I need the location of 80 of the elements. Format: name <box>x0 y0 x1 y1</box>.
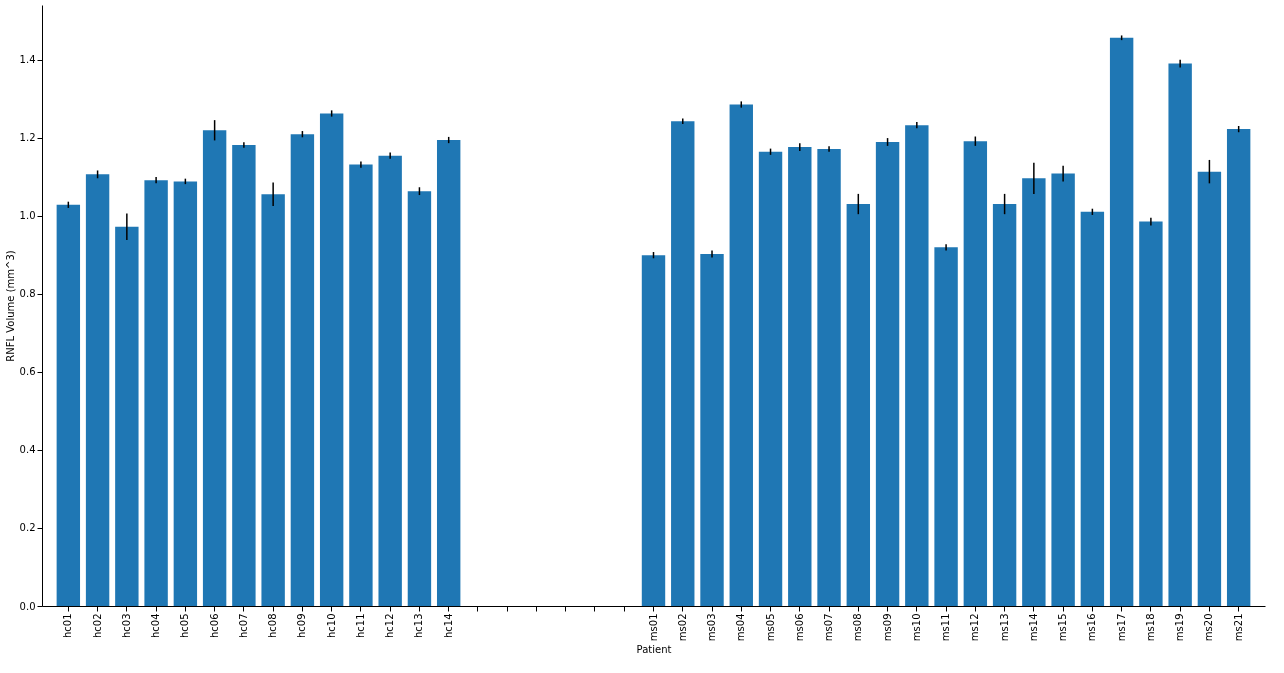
bar <box>202 130 227 606</box>
bar <box>729 104 753 606</box>
y-tick-label: 0.2 <box>19 522 36 534</box>
x-tick-label: ms10 <box>910 613 922 642</box>
bar <box>261 194 285 606</box>
x-tick-label: ms15 <box>1057 613 1069 642</box>
bar <box>905 125 929 606</box>
bar <box>1022 178 1046 606</box>
y-axis-title: RNFL Volume (mm^3) <box>4 250 16 362</box>
y-tick-label: 0.4 <box>19 444 36 456</box>
x-tick-label: hc12 <box>384 613 396 639</box>
bar <box>788 147 812 606</box>
x-tick-label: ms01 <box>647 613 659 642</box>
bar <box>992 204 1017 606</box>
x-tick-label: ms05 <box>764 613 776 642</box>
x-tick-label: ms19 <box>1174 613 1186 642</box>
bar <box>1051 173 1075 606</box>
bar <box>700 253 724 606</box>
bar <box>817 149 841 606</box>
x-tick-label: ms17 <box>1115 613 1127 642</box>
bar <box>436 140 461 606</box>
y-tick-label: 1.0 <box>19 210 36 222</box>
x-tick-label: hc08 <box>267 613 279 639</box>
x-tick-label: hc11 <box>354 613 366 639</box>
bar <box>641 255 666 606</box>
bar <box>349 164 373 606</box>
x-tick-label: hc10 <box>325 613 337 639</box>
y-tick-label: 1.2 <box>19 132 36 144</box>
x-tick-label: hc14 <box>442 613 454 639</box>
bar <box>144 180 168 606</box>
x-tick-label: ms21 <box>1232 613 1244 642</box>
bar <box>1168 63 1192 606</box>
bar <box>1139 221 1163 606</box>
bar <box>56 204 81 606</box>
bar <box>1226 129 1251 606</box>
x-tick-label: hc07 <box>237 613 249 639</box>
x-tick-label: ms04 <box>735 613 747 642</box>
x-axis-title: Patient <box>636 644 672 656</box>
bar <box>1109 37 1134 606</box>
x-tick-label: ms07 <box>823 613 835 642</box>
bar <box>1197 171 1222 606</box>
x-tick-label: ms18 <box>1144 613 1156 642</box>
x-tick-label: ms03 <box>706 613 718 642</box>
bar <box>319 113 344 606</box>
bar <box>875 141 900 606</box>
x-tick-label: hc02 <box>91 613 103 639</box>
y-tick-label: 1.4 <box>19 54 36 66</box>
x-tick-label: hc03 <box>120 613 132 639</box>
x-tick-label: ms13 <box>998 613 1010 642</box>
x-tick-label: hc05 <box>179 613 191 639</box>
y-tick-label: 0.6 <box>19 366 36 378</box>
x-tick-label: ms12 <box>969 613 981 642</box>
bar <box>1080 211 1105 606</box>
x-tick-label: ms09 <box>881 613 893 642</box>
x-tick-label: ms20 <box>1203 613 1215 642</box>
bar <box>85 174 110 606</box>
x-tick-label: hc04 <box>150 613 162 639</box>
bar <box>671 121 695 606</box>
x-tick-label: ms11 <box>940 613 952 642</box>
x-tick-label: hc01 <box>62 613 74 639</box>
bar <box>290 134 315 606</box>
x-tick-label: hc09 <box>296 613 308 639</box>
bar <box>758 151 783 606</box>
bar <box>407 191 432 606</box>
x-tick-label: ms14 <box>1027 613 1039 642</box>
x-tick-label: ms02 <box>676 613 688 642</box>
bar <box>963 141 988 606</box>
x-tick-label: ms06 <box>793 613 805 642</box>
x-tick-label: hc06 <box>208 613 220 639</box>
y-tick-label: 0.0 <box>19 600 36 612</box>
x-tick-label: ms08 <box>852 613 864 642</box>
bar <box>232 145 256 606</box>
x-tick-label: ms16 <box>1086 613 1098 642</box>
bar <box>846 204 871 606</box>
bar <box>115 226 139 606</box>
bar <box>378 155 402 606</box>
y-tick-label: 0.8 <box>19 288 36 300</box>
bar <box>173 181 198 606</box>
x-tick-label: hc13 <box>413 613 425 639</box>
bar <box>934 247 958 606</box>
